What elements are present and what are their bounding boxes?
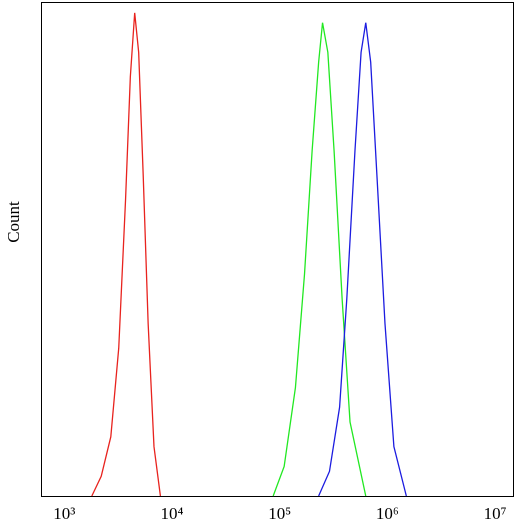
x-tick-label: 10⁵ bbox=[268, 504, 291, 523]
x-tick-label: 10⁷ bbox=[484, 504, 507, 523]
plot-frame bbox=[41, 2, 514, 497]
x-tick-label: 10³ bbox=[53, 504, 75, 523]
x-tick-label: 10⁶ bbox=[376, 504, 399, 523]
histogram-line bbox=[318, 22, 407, 497]
x-tick-label: 10⁴ bbox=[161, 504, 184, 523]
y-axis-label: Count bbox=[4, 201, 23, 243]
histogram-line bbox=[91, 12, 162, 497]
histogram-line bbox=[272, 22, 367, 497]
